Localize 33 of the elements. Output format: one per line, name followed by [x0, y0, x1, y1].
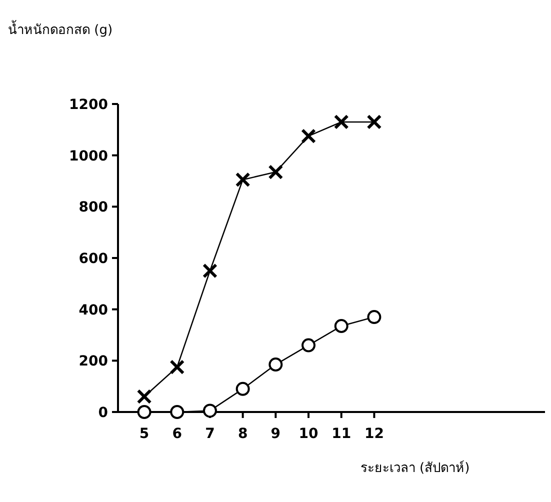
y-tick-label: 600	[78, 251, 108, 267]
x-tick-label: 8	[238, 426, 248, 442]
x-tick-label: 6	[172, 426, 182, 442]
point	[137, 405, 152, 419]
x-tick-label: 9	[270, 426, 281, 442]
point	[170, 360, 185, 375]
point	[170, 405, 184, 419]
point	[268, 358, 283, 372]
point	[301, 128, 316, 144]
point	[334, 114, 349, 130]
point	[136, 389, 152, 404]
x-tick-label: 5	[139, 426, 150, 442]
point	[366, 114, 382, 130]
x-tick-label: 7	[205, 426, 215, 442]
y-tick-label: 1200	[69, 97, 108, 113]
point	[202, 404, 217, 418]
point	[236, 382, 250, 396]
y-tick-label: 800	[78, 200, 108, 216]
y-axis-title: น้ำหนักดอกสด (g)	[8, 20, 113, 38]
point	[367, 310, 382, 324]
y-tick-label: 1000	[69, 148, 108, 164]
x-tick-label: 12	[364, 426, 384, 442]
point	[302, 338, 316, 352]
x-tick-label: 10	[298, 426, 319, 442]
point	[202, 263, 218, 278]
y-tick-label: 200	[78, 354, 108, 370]
point	[268, 164, 284, 180]
x-axis-title: ระยะเวลา (สัปดาห์)	[360, 460, 470, 476]
y-tick-label: 0	[98, 405, 108, 421]
x-tick-label: 11	[332, 426, 352, 442]
point	[235, 172, 250, 188]
point	[334, 319, 348, 334]
y-tick-label: 400	[78, 302, 108, 318]
